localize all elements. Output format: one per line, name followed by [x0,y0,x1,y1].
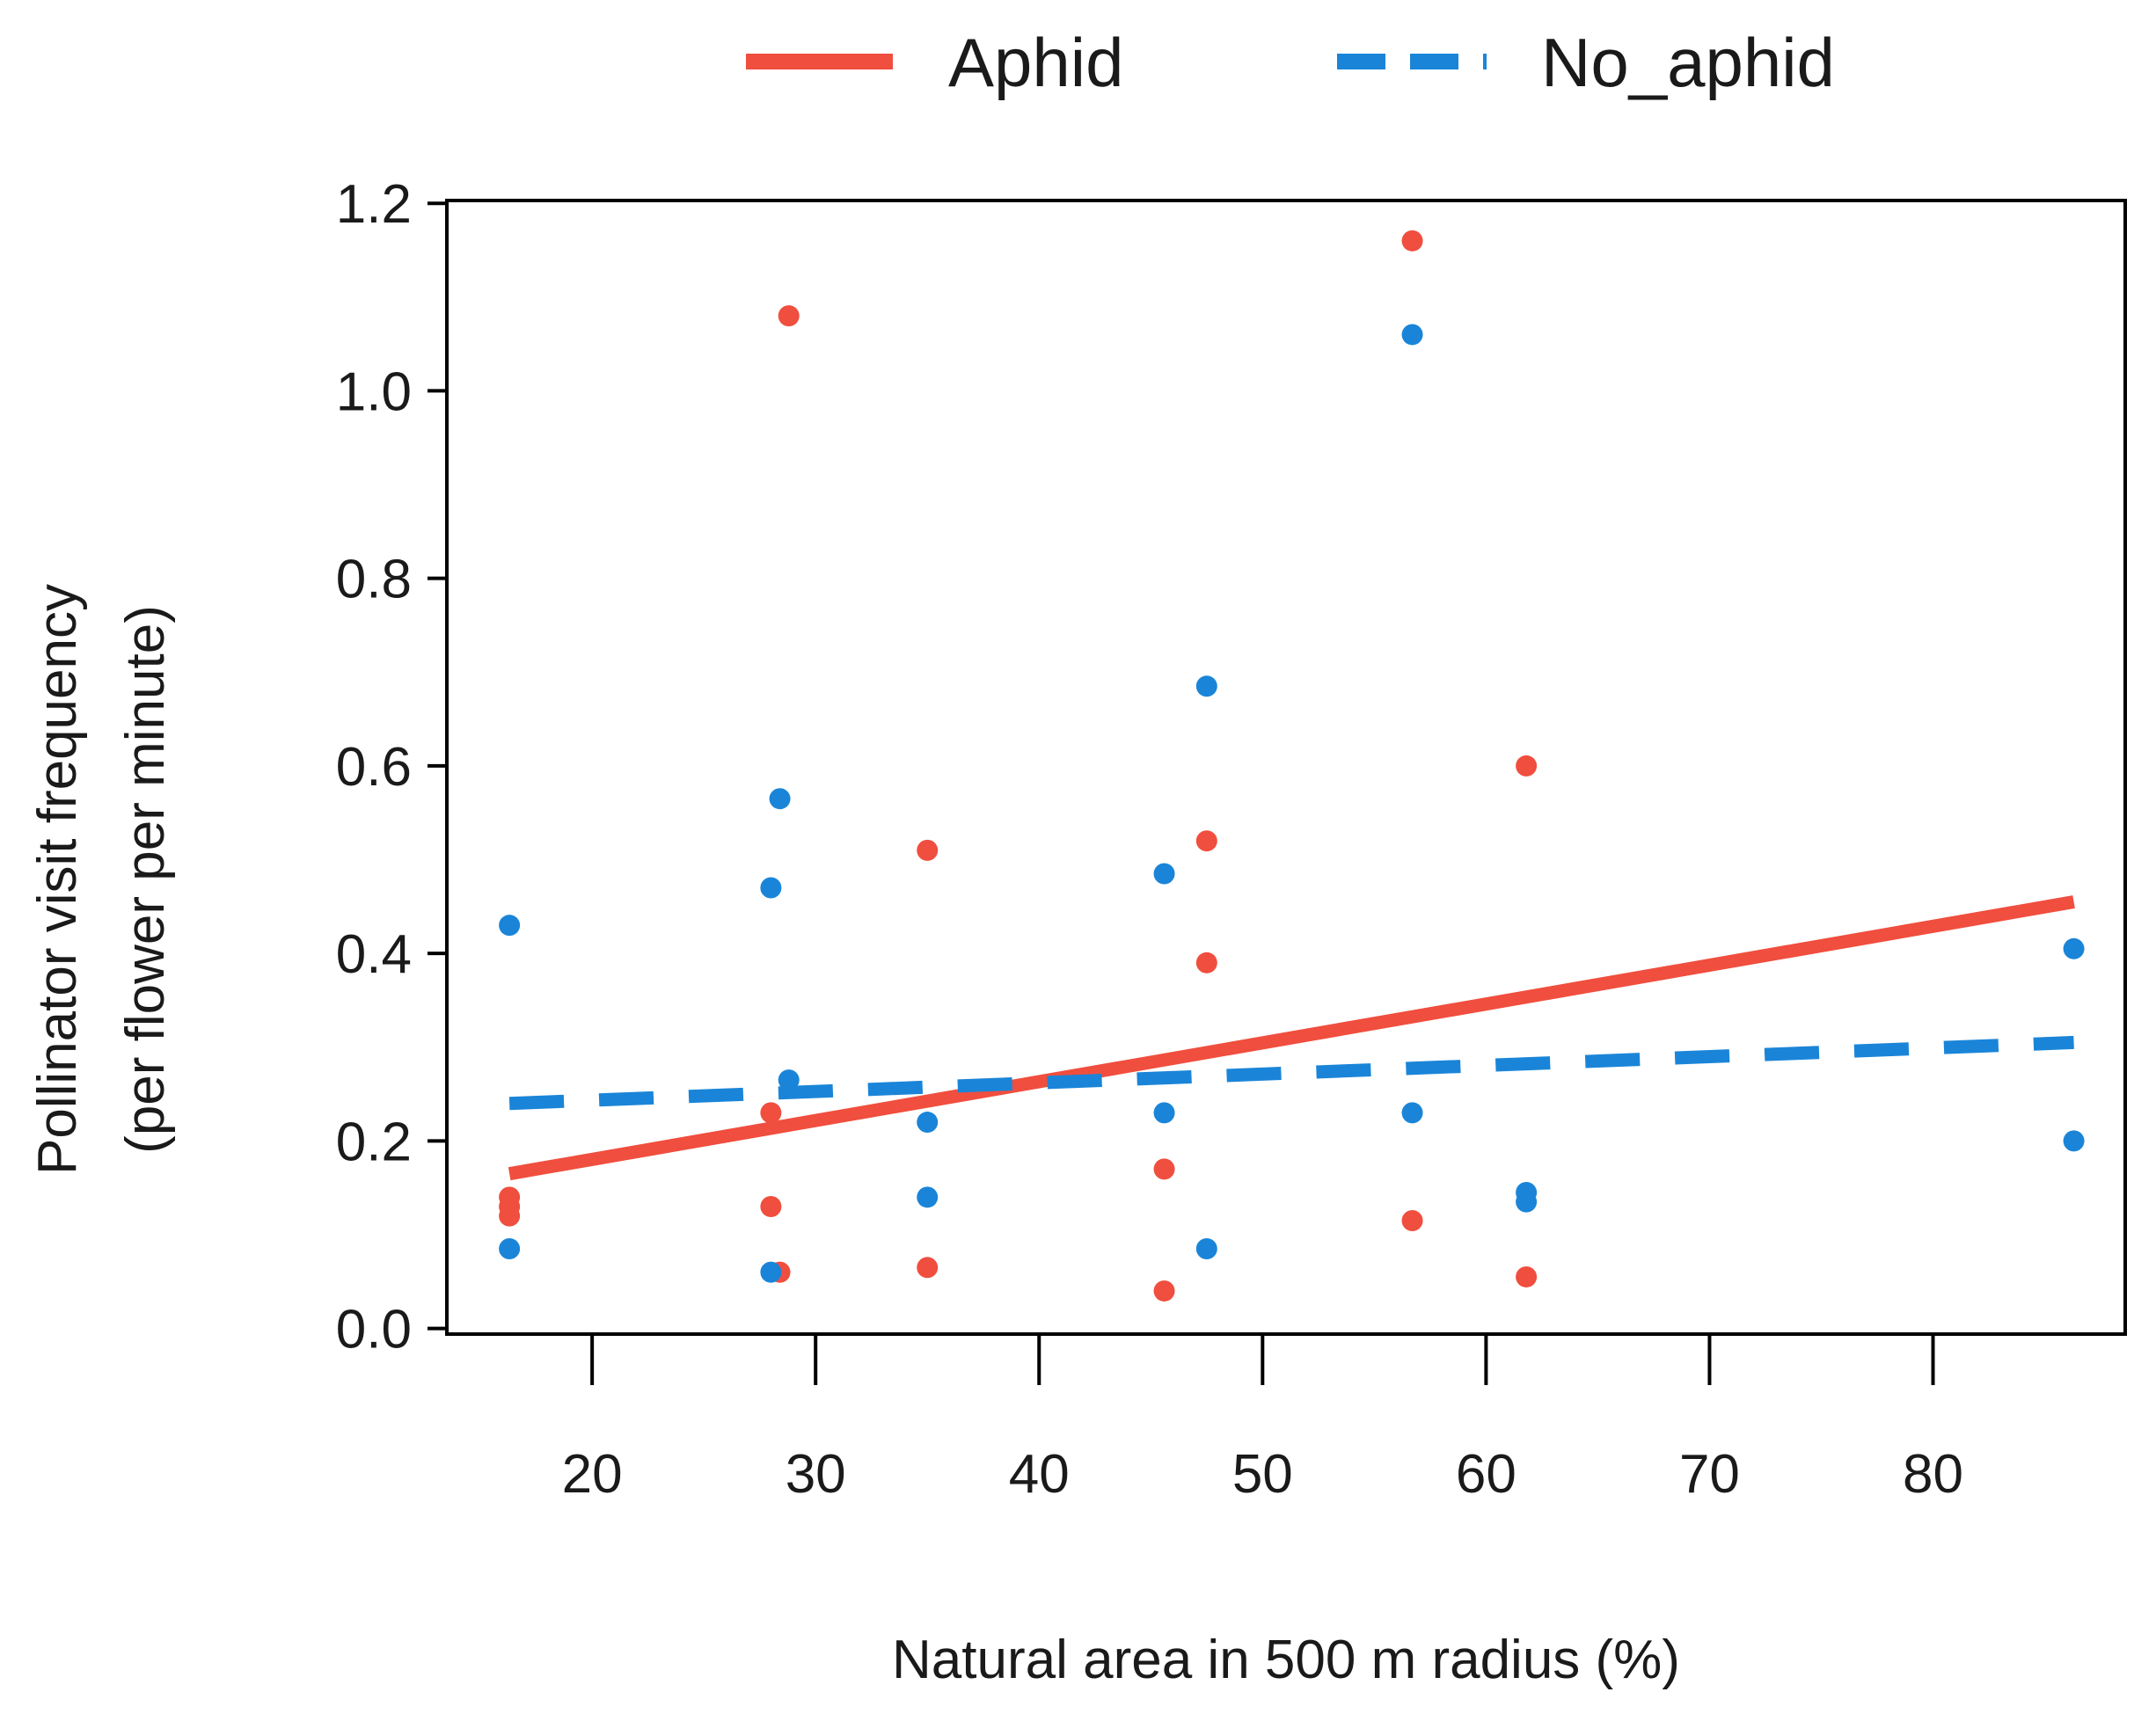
point-aphid [1153,1158,1175,1180]
y-axis-title-line-1: Pollinator visit frequency [27,584,88,1175]
point-no-aphid [917,1112,939,1134]
data-points [499,230,2085,1302]
point-aphid [1516,755,1538,777]
fit-line-no-aphid [508,1035,2074,1111]
point-aphid [1401,1209,1423,1231]
point-aphid [499,1205,521,1227]
y-axis: 0.0 0.2 0.4 0.6 0.8 1.0 1.2 [336,174,447,1360]
y-tick-label: 0.8 [336,550,412,610]
point-aphid [917,839,939,861]
point-aphid [1195,952,1217,974]
point-aphid [1516,1265,1538,1287]
point-no-aphid [1153,863,1175,885]
x-axis: 20 30 40 50 60 70 80 [562,1334,1963,1505]
y-axis-title-line-2: (per flower per minute) [115,605,176,1154]
fit-line-aphid [508,895,2075,1181]
point-no-aphid [1195,1237,1217,1259]
x-tick-label: 20 [562,1444,623,1505]
point-aphid [1195,830,1217,852]
point-no-aphid [760,877,782,899]
y-tick-label: 1.0 [336,361,412,422]
y-tick-label: 0.0 [336,1300,412,1360]
x-tick-label: 70 [1679,1444,1740,1505]
point-no-aphid [1195,675,1217,697]
point-aphid [760,1102,782,1124]
plot-frame [445,199,2127,1336]
fit-lines [508,895,2075,1181]
point-no-aphid [499,1237,521,1259]
x-tick-label: 80 [1903,1444,1963,1505]
x-tick-label: 60 [1456,1444,1517,1505]
legend: Aphid No_aphid [746,24,1835,101]
x-axis-title: Natural area in 500 m radius (%) [892,1630,1680,1690]
y-tick-label: 0.2 [336,1112,412,1172]
point-aphid [760,1196,782,1218]
y-tick-label: 0.4 [336,924,412,985]
point-no-aphid [1516,1191,1538,1213]
y-axis-title: Pollinator visit frequency (per flower p… [27,584,176,1175]
point-no-aphid [499,915,521,937]
point-aphid [778,305,800,327]
legend-label-no-aphid: No_aphid [1541,24,1835,101]
x-tick-label: 40 [1009,1444,1070,1505]
legend-label-aphid: Aphid [948,24,1124,101]
point-no-aphid [1401,324,1423,346]
point-no-aphid [2063,1130,2085,1152]
point-aphid [917,1257,939,1279]
x-tick-label: 30 [786,1444,846,1505]
point-no-aphid [2063,937,2085,959]
point-no-aphid [778,1069,800,1091]
point-no-aphid [769,788,791,810]
point-no-aphid [1153,1102,1175,1124]
point-no-aphid [1401,1102,1423,1124]
point-no-aphid [917,1186,939,1208]
y-tick-label: 1.2 [336,174,412,235]
point-aphid [1401,230,1423,252]
y-tick-label: 0.6 [336,737,412,798]
x-tick-label: 50 [1232,1444,1293,1505]
point-aphid [1153,1280,1175,1302]
point-no-aphid [760,1261,782,1283]
